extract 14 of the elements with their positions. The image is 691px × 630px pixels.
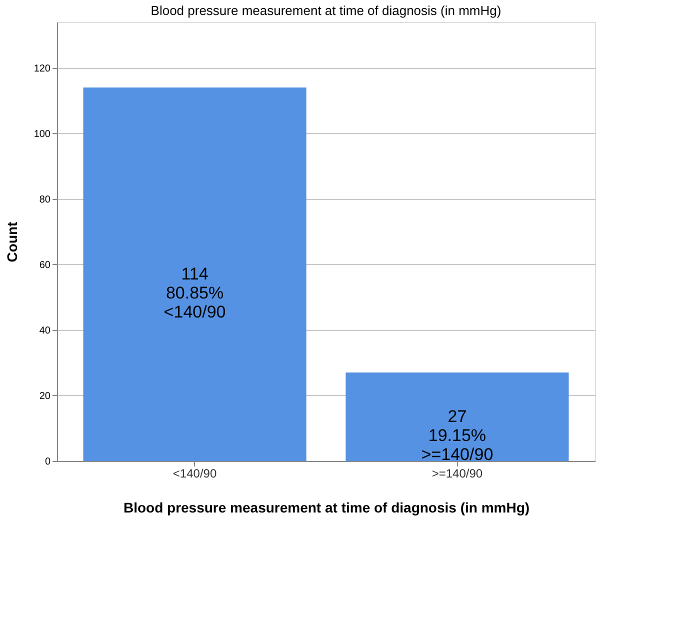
y-tick-label: 40 <box>39 325 51 336</box>
y-tick-label: 100 <box>34 128 51 140</box>
chart-title: Blood pressure measurement at time of diagnosis (in mmHg) <box>150 3 502 18</box>
x-tick-label: >=140/90 <box>432 466 483 480</box>
y-tick-label: 120 <box>34 63 51 74</box>
y-tick-label: 60 <box>39 260 51 271</box>
data-label: 27 19.15% >=140/90 <box>421 406 494 464</box>
x-axis-title: Blood pressure measurement at time of diagnosis (in mmHg) <box>123 500 530 516</box>
y-axis-title: Count <box>4 221 20 262</box>
x-tick-label: <140/90 <box>172 466 217 480</box>
y-tick-label: 0 <box>44 456 51 468</box>
y-tick-label: 20 <box>39 390 51 402</box>
y-tick-label: 80 <box>39 194 51 206</box>
data-label: 114 80.85% <140/90 <box>164 264 226 322</box>
